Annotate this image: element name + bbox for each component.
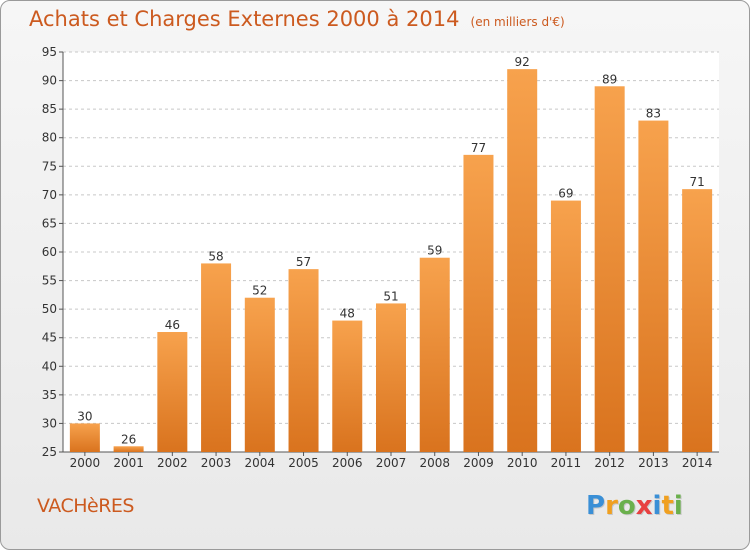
- brand-letter: t: [661, 491, 674, 521]
- y-tick-label: 25: [42, 445, 57, 459]
- y-tick-label: 55: [42, 274, 57, 288]
- bar-2014: [682, 189, 713, 452]
- x-tick-label-2002: 2002: [157, 456, 188, 470]
- bar-2004: [244, 297, 275, 452]
- brand-letter: i: [673, 491, 683, 521]
- x-tick-label-2010: 2010: [507, 456, 538, 470]
- brand-letter: o: [617, 491, 636, 521]
- x-tick-label-2013: 2013: [638, 456, 669, 470]
- x-tick-label-2014: 2014: [682, 456, 713, 470]
- title-block: Achats et Charges Externes 2000 à 2014 (…: [29, 7, 565, 31]
- x-tick-label-2000: 2000: [70, 456, 101, 470]
- data-label-2014: 71: [689, 175, 704, 189]
- brand-letter: x: [635, 491, 653, 521]
- data-label-2004: 52: [252, 284, 267, 298]
- y-tick-label: 65: [42, 216, 57, 230]
- y-tick-label: 60: [42, 245, 57, 259]
- data-label-2012: 89: [602, 72, 617, 86]
- x-tick-label-2007: 2007: [376, 456, 407, 470]
- bar-2002: [157, 332, 188, 452]
- bar-2000: [69, 423, 100, 452]
- x-tick-label-2004: 2004: [245, 456, 276, 470]
- y-tick-label: 70: [42, 188, 57, 202]
- data-label-2005: 57: [296, 255, 311, 269]
- y-tick-label: 30: [42, 416, 57, 430]
- y-tick-label: 35: [42, 388, 57, 402]
- x-tick-label-2012: 2012: [594, 456, 625, 470]
- data-label-2011: 69: [558, 187, 573, 201]
- chart-title: Achats et Charges Externes 2000 à 2014: [29, 7, 460, 31]
- bar-2007: [376, 303, 406, 452]
- y-tick-label: 45: [42, 331, 57, 345]
- y-tick-label: 85: [42, 102, 57, 116]
- x-tick-label-2009: 2009: [463, 456, 494, 470]
- bar-2010: [507, 69, 538, 453]
- x-tick-label-2011: 2011: [551, 456, 582, 470]
- y-tick-label: 95: [42, 45, 57, 59]
- bar-2008: [419, 257, 450, 452]
- y-tick-label: 40: [42, 359, 57, 373]
- y-tick-label: 80: [42, 131, 57, 145]
- bar-2005: [288, 269, 319, 452]
- bar-2001: [113, 446, 144, 452]
- x-tick-label-2003: 2003: [201, 456, 232, 470]
- x-tick-label-2008: 2008: [419, 456, 450, 470]
- brand-letter: P: [586, 491, 606, 521]
- bar-2006: [332, 320, 363, 452]
- chart-unit: (en milliers d'€): [470, 15, 565, 29]
- bar-2012: [594, 86, 625, 453]
- commune-name: VACHèRES: [37, 495, 134, 517]
- data-label-2010: 92: [515, 55, 530, 69]
- bar-2009: [463, 154, 494, 452]
- data-label-2006: 48: [340, 307, 355, 321]
- x-tick-label-2001: 2001: [113, 456, 144, 470]
- y-tick-label: 75: [42, 159, 57, 173]
- y-tick-label: 90: [42, 74, 57, 88]
- bar-2003: [201, 263, 232, 452]
- brand-logo: Proxiti: [586, 491, 683, 521]
- brand-letter: r: [605, 491, 618, 521]
- y-tick-label: 50: [42, 302, 57, 316]
- brand-letter: i: [652, 491, 662, 521]
- data-label-2009: 77: [471, 141, 486, 155]
- data-label-2013: 83: [646, 107, 661, 121]
- data-label-2008: 59: [427, 244, 442, 258]
- data-label-2003: 58: [208, 249, 223, 263]
- x-tick-label-2006: 2006: [332, 456, 363, 470]
- bar-2011: [550, 200, 581, 452]
- data-label-2002: 46: [165, 318, 180, 332]
- x-tick-label-2005: 2005: [288, 456, 319, 470]
- data-label-2007: 51: [383, 289, 398, 303]
- data-label-2001: 26: [121, 432, 136, 446]
- bar-2013: [638, 120, 669, 453]
- data-label-2000: 30: [77, 409, 92, 423]
